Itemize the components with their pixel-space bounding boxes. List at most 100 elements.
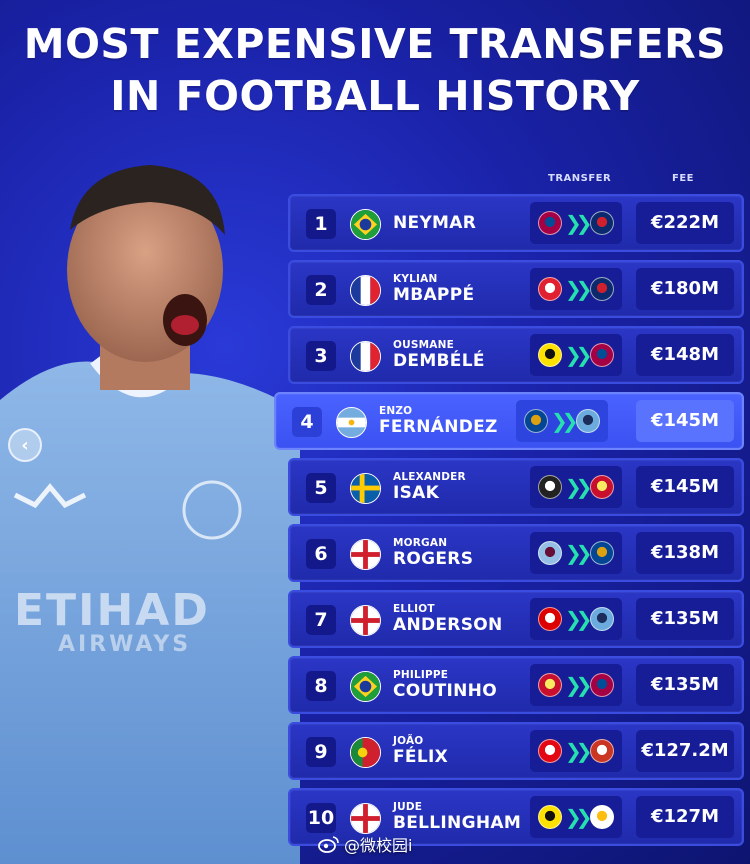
double-chevron-right-icon: ❯❯: [565, 277, 592, 301]
player-last-name: FERNÁNDEZ: [379, 416, 498, 437]
atletico-crest-icon: [590, 739, 614, 763]
player-name: MORGAN ROGERS: [393, 526, 473, 580]
player-name: ENZO FERNÁNDEZ: [379, 394, 498, 448]
player-name: JUDE BELLINGHAM: [393, 790, 521, 844]
player-first-name: JOÃO: [393, 734, 424, 747]
player-name: ALEXANDER ISAK: [393, 460, 466, 514]
table-row: 2 KYLIAN MBAPPÉ ❯❯ €180M: [288, 260, 744, 318]
player-last-name: ISAK: [393, 482, 440, 503]
player-photo: [0, 150, 300, 864]
previous-slide-button[interactable]: ‹: [8, 428, 42, 462]
france-flag-icon: [350, 341, 381, 372]
rank-number: 10: [306, 803, 336, 833]
player-last-name: MBAPPÉ: [393, 284, 475, 305]
jersey-sponsor-sub: AIRWAYS: [58, 632, 192, 657]
player-last-name: FÉLIX: [393, 746, 448, 767]
transfer-clubs: ❯❯: [530, 598, 622, 640]
transfer-clubs: ❯❯: [530, 202, 622, 244]
transfer-clubs: ❯❯: [530, 466, 622, 508]
player-name: NEYMAR: [393, 196, 476, 250]
real-madrid-crest-icon: [590, 805, 614, 829]
transfer-fee: €138M: [636, 532, 734, 574]
england-flag-icon: [350, 539, 381, 570]
player-last-name: DEMBÉLÉ: [393, 350, 485, 371]
player-first-name: OUSMANE: [393, 338, 454, 351]
player-first-name: JUDE: [393, 800, 423, 813]
double-chevron-right-icon: ❯❯: [565, 343, 592, 367]
transfer-fee: €222M: [636, 202, 734, 244]
rank-number: 8: [306, 671, 336, 701]
chelsea-crest-icon: [524, 409, 548, 433]
player-last-name: BELLINGHAM: [393, 812, 522, 833]
man-city-crest-icon: [576, 409, 600, 433]
nottingham-forest-crest-icon: [538, 607, 562, 631]
double-chevron-right-icon: ❯❯: [565, 541, 592, 565]
transfer-fee: €127.2M: [636, 730, 734, 772]
rank-number: 4: [292, 407, 322, 437]
player-name: ELLIOT ANDERSON: [393, 592, 503, 646]
table-row: 10 JUDE BELLINGHAM ❯❯ €127M: [288, 788, 744, 846]
england-flag-icon: [350, 803, 381, 834]
double-chevron-right-icon: ❯❯: [565, 805, 592, 829]
argentina-flag-icon: [336, 407, 367, 438]
brazil-flag-icon: [350, 209, 381, 240]
rank-number: 7: [306, 605, 336, 635]
newcastle-crest-icon: [538, 475, 562, 499]
title-line-2: IN FOOTBALL HISTORY: [110, 72, 640, 120]
man-city-crest-icon: [590, 607, 614, 631]
transfer-clubs: ❯❯: [530, 268, 622, 310]
watermark: @微校园i: [318, 832, 412, 856]
player-name: OUSMANE DEMBÉLÉ: [393, 328, 485, 382]
player-last-name: COUTINHO: [393, 680, 497, 701]
player-first-name: ALEXANDER: [393, 470, 466, 483]
player-last-name: ANDERSON: [393, 614, 503, 635]
double-chevron-right-icon: ❯❯: [551, 409, 578, 433]
transfer-clubs: ❯❯: [530, 664, 622, 706]
table-row: 8 PHILIPPE COUTINHO ❯❯ €135M: [288, 656, 744, 714]
transfer-fee: €180M: [636, 268, 734, 310]
transfer-fee: €127M: [636, 796, 734, 838]
psg-crest-icon: [590, 277, 614, 301]
player-first-name: KYLIAN: [393, 272, 438, 285]
table-row: 1 NEYMAR ❯❯ €222M: [288, 194, 744, 252]
rank-number: 5: [306, 473, 336, 503]
psg-crest-icon: [590, 211, 614, 235]
transfer-fee: €145M: [636, 466, 734, 508]
player-first-name: ELLIOT: [393, 602, 435, 615]
portugal-flag-icon: [350, 737, 381, 768]
liverpool-crest-icon: [538, 673, 562, 697]
player-name: JOÃO FÉLIX: [393, 724, 448, 778]
benfica-crest-icon: [538, 739, 562, 763]
liverpool-crest-icon: [590, 475, 614, 499]
column-header-fee: FEE: [672, 173, 694, 184]
rank-number: 2: [306, 275, 336, 305]
jersey-sponsor: ETIHAD: [14, 585, 210, 636]
sweden-flag-icon: [350, 473, 381, 504]
chevron-left-icon: ‹: [21, 434, 29, 456]
player-last-name: NEYMAR: [393, 213, 477, 233]
column-header-transfer: TRANSFER: [548, 173, 612, 184]
title-line-1: MOST EXPENSIVE TRANSFERS: [23, 20, 727, 68]
barcelona-crest-icon: [590, 343, 614, 367]
transfer-clubs: ❯❯: [530, 334, 622, 376]
monaco-crest-icon: [538, 277, 562, 301]
double-chevron-right-icon: ❯❯: [565, 673, 592, 697]
transfer-clubs: ❯❯: [530, 730, 622, 772]
watermark-text: @微校园i: [344, 836, 413, 855]
brazil-flag-icon: [350, 671, 381, 702]
aston-villa-crest-icon: [538, 541, 562, 565]
double-chevron-right-icon: ❯❯: [565, 607, 592, 631]
rank-number: 6: [306, 539, 336, 569]
page-title: MOST EXPENSIVE TRANSFERS IN FOOTBALL HIS…: [0, 18, 750, 122]
barcelona-crest-icon: [538, 211, 562, 235]
table-row: 7 ELLIOT ANDERSON ❯❯ €135M: [288, 590, 744, 648]
transfer-clubs: ❯❯: [516, 400, 608, 442]
player-name: PHILIPPE COUTINHO: [393, 658, 497, 712]
dortmund-crest-icon: [538, 343, 562, 367]
table-row: 4 ENZO FERNÁNDEZ ❯❯ €145M: [274, 392, 744, 450]
player-last-name: ROGERS: [393, 548, 474, 569]
transfer-fee: €145M: [636, 400, 734, 442]
dortmund-crest-icon: [538, 805, 562, 829]
transfer-clubs: ❯❯: [530, 532, 622, 574]
transfer-fee: €135M: [636, 598, 734, 640]
